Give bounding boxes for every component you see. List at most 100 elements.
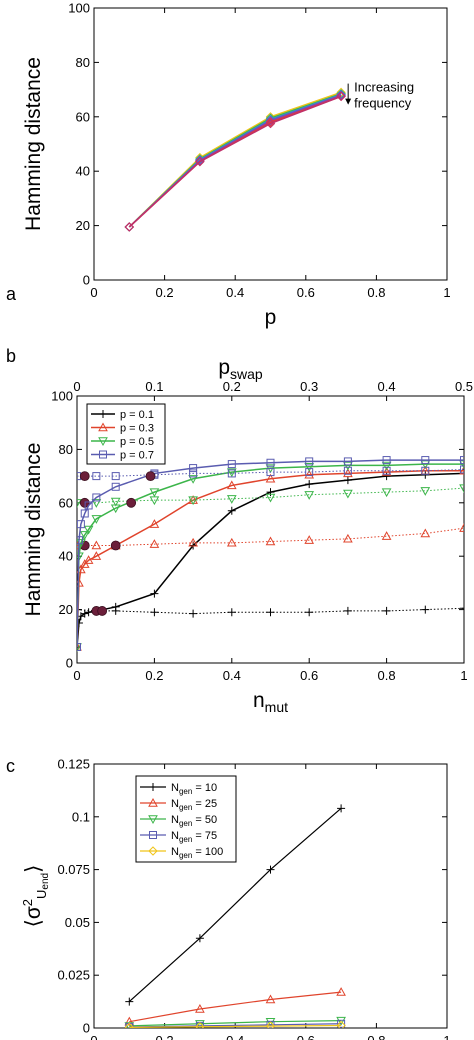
legend-entry-tail: = 75 <box>192 830 217 842</box>
data-point-solid <box>343 457 352 466</box>
data-point-dotted <box>265 536 276 546</box>
series-line <box>128 94 342 228</box>
data-point-dotted <box>91 540 102 550</box>
y-tick-label: 0.1 <box>72 809 90 824</box>
data-point-dotted <box>421 466 430 475</box>
series-0 <box>124 87 346 232</box>
series-line <box>128 91 342 228</box>
legend-marker <box>98 422 108 432</box>
y-tick-label: 0 <box>66 656 73 671</box>
data-point <box>266 865 275 874</box>
y-axis-label-main: Hamming distance <box>22 57 45 231</box>
panel-a: a 0 0.2 0.4 0.6 0.8 1 0 20 40 60 80 100 p Hamming dist… <box>6 1 451 330</box>
x-axis-label-main: n <box>253 689 265 712</box>
data-point-dotted <box>382 466 391 475</box>
data-point-solid <box>83 555 94 564</box>
series-3 <box>124 90 346 232</box>
data-point <box>195 1003 205 1013</box>
highlight-point <box>97 606 108 616</box>
data-point <box>265 117 276 127</box>
legend-entry: p = 0.5 <box>120 436 154 448</box>
y-axis-label-subsub: end <box>40 873 51 890</box>
data-point-solid <box>343 468 353 478</box>
legend-marker <box>99 450 107 459</box>
legend-marker <box>148 846 158 856</box>
y-axis-label: Hamming distance <box>22 443 45 617</box>
data-point <box>265 118 276 129</box>
data-point-solid <box>265 473 276 483</box>
data-point-dotted <box>91 499 102 508</box>
data-point-solid <box>77 536 83 545</box>
legend-marker <box>148 797 158 807</box>
data-point-dotted <box>77 499 82 508</box>
data-point-dotted <box>343 466 352 475</box>
series-5 <box>124 91 346 232</box>
legend-entry-name: N <box>171 830 179 842</box>
data-point-solid <box>381 467 392 476</box>
data-point <box>266 1020 275 1028</box>
legend-entry: Ngen = 10 <box>171 782 217 796</box>
legend-entry: Ngen = 100 <box>171 846 223 860</box>
data-point-dotted <box>226 495 237 504</box>
top-x-tick-label: 0.5 <box>455 379 473 394</box>
data-point-solid <box>381 461 392 471</box>
data-point-dotted <box>343 606 352 615</box>
data-point-dotted <box>77 605 81 614</box>
x-tick-label: 0 <box>90 285 97 300</box>
data-point-solid <box>77 642 81 651</box>
legend-marker <box>149 783 157 791</box>
data-point-solid <box>91 515 102 524</box>
legend: p = 0.1 p = 0.3p = 0.5 p = 0.7 <box>86 403 166 465</box>
data-point-solid <box>111 482 120 491</box>
data-point <box>337 804 346 813</box>
annotation-line-1: Increasing <box>354 80 414 95</box>
legend-entry-tail: = 25 <box>192 798 217 810</box>
series-solid-line <box>77 472 464 648</box>
data-point-dotted <box>189 609 198 618</box>
data-point-solid <box>77 520 85 529</box>
top-x-axis-label-main: p <box>218 356 230 379</box>
y-tick-label: 60 <box>59 495 73 510</box>
legend-entry: Ngen = 75 <box>171 830 217 844</box>
x-axis-label-sub: mut <box>265 699 288 715</box>
data-point-solid <box>110 504 121 514</box>
x-tick-label: 0.2 <box>156 1033 174 1040</box>
legend-entry-name: N <box>171 814 179 826</box>
top-x-axis-label-sub: swap <box>230 366 263 382</box>
data-point <box>195 156 205 167</box>
data-point <box>195 1022 205 1028</box>
data-point-solid <box>266 488 275 497</box>
data-point-dotted <box>266 608 275 617</box>
series-0 <box>77 469 464 651</box>
top-x-tick-label: 0.4 <box>378 379 396 394</box>
y-tick-label: 20 <box>76 218 90 233</box>
data-point-solid <box>92 493 101 502</box>
series-line <box>129 1023 342 1028</box>
data-point-dotted <box>188 537 198 547</box>
top-x-tick-label: 0.1 <box>145 379 163 394</box>
data-point-solid <box>305 480 314 489</box>
data-point-solid <box>149 519 160 528</box>
data-point <box>265 116 276 127</box>
data-point-dotted <box>459 523 464 532</box>
data-point-solid <box>226 480 237 490</box>
data-point-solid <box>459 465 464 475</box>
y-tick-label: 0.075 <box>57 862 90 877</box>
data-point <box>265 994 276 1004</box>
panel-letter: b <box>6 346 16 366</box>
legend-entry: Ngen = 50 <box>171 814 217 828</box>
legend-entry-name: N <box>171 846 179 858</box>
data-point-solid <box>266 458 275 467</box>
top-x-tick-label: 0.3 <box>300 379 318 394</box>
data-point <box>125 997 134 1006</box>
series-line <box>129 1024 342 1028</box>
x-tick-label: 1 <box>460 668 467 683</box>
series-6 <box>124 91 346 232</box>
data-point-solid <box>189 464 198 473</box>
y-tick-label: 0.05 <box>65 915 90 930</box>
data-point-dotted <box>304 491 315 500</box>
data-point-solid <box>420 460 431 470</box>
data-point <box>265 1021 276 1028</box>
series-0 <box>125 804 346 1006</box>
legend-marker <box>99 410 107 418</box>
